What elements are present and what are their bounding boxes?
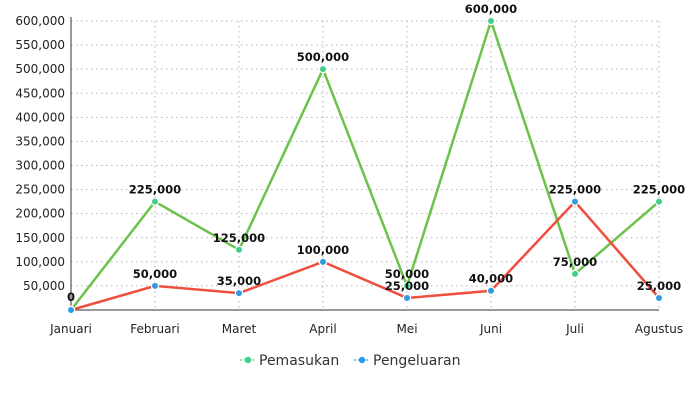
x-tick-label: Januari [49, 322, 92, 336]
legend-marker-swatch [244, 356, 252, 364]
data-point-pengeluaran [570, 197, 580, 206]
series-lines [66, 16, 664, 315]
y-tick-label: 450,000 [15, 86, 65, 100]
data-label-pengeluaran: 50,000 [133, 267, 177, 281]
data-point-pengeluaran [654, 293, 664, 303]
y-tick-label: 200,000 [15, 207, 65, 221]
y-tick-label: 300,000 [15, 159, 65, 173]
data-point-pemasukan [234, 245, 244, 254]
data-point-pemasukan [318, 64, 328, 74]
data-label-pemasukan: 75,000 [553, 255, 597, 269]
data-label-pemasukan: 0 [67, 290, 75, 304]
data-point-pemasukan [654, 197, 664, 206]
y-tick-label: 250,000 [15, 183, 65, 197]
data-point-pengeluaran [318, 257, 328, 267]
data-label-pemasukan: 125,000 [213, 231, 265, 245]
data-point-pengeluaran [66, 305, 76, 315]
data-label-pemasukan: 225,000 [129, 183, 181, 197]
data-point-pemasukan [402, 281, 412, 291]
data-point-pengeluaran [234, 288, 244, 298]
series-line-pemasukan [70, 16, 660, 311]
data-labels: 0 225,000 125,000 500,000 50,000 600,000 75,00… [67, 2, 685, 304]
data-point-pemasukan [570, 269, 580, 279]
x-tick-label: Maret [222, 322, 257, 336]
data-label-pemasukan: 600,000 [465, 2, 517, 16]
y-tick-label: 100,000 [15, 255, 65, 269]
data-label-pengeluaran: 25,000 [385, 279, 429, 293]
legend-item-pemasukan: Pemasukan [240, 353, 339, 369]
legend-label: Pemasukan [259, 353, 339, 369]
data-label-pengeluaran: 25,000 [637, 279, 681, 293]
x-tick-label: Mei [396, 322, 417, 336]
legend: Pemasukan Pengeluaran [240, 353, 460, 369]
grid [71, 20, 660, 310]
data-label-pemasukan: 225,000 [633, 183, 685, 197]
data-point-pengeluaran [486, 286, 496, 295]
x-tick-label: Februari [130, 322, 179, 336]
data-label-pengeluaran: 35,000 [217, 274, 261, 288]
data-label-pengeluaran: 225,000 [549, 183, 601, 197]
y-tick-label: 50,000 [23, 279, 65, 293]
y-tick-label: 350,000 [15, 134, 65, 148]
data-point-pengeluaran [150, 281, 160, 291]
y-tick-label: 550,000 [15, 38, 65, 52]
data-point-pengeluaran [402, 293, 412, 303]
x-tick-label: Agustus [635, 322, 683, 336]
x-tick-label: Juni [479, 322, 502, 336]
data-point-pemasukan [150, 197, 160, 206]
legend-item-pengeluaran: Pengeluaran [354, 353, 460, 369]
data-point-pemasukan [486, 16, 496, 26]
data-label-pemasukan: 500,000 [297, 50, 349, 64]
legend-marker-swatch [358, 356, 366, 364]
y-tick-label: 400,000 [15, 110, 65, 124]
data-label-pengeluaran: 100,000 [297, 243, 349, 257]
x-tick-label: Juli [565, 322, 584, 336]
x-tick-label: April [309, 322, 336, 336]
y-tick-label: 500,000 [15, 62, 65, 76]
data-label-pengeluaran: 40,000 [469, 272, 513, 286]
data-label-pemasukan: 50,000 [385, 267, 429, 281]
legend-label: Pengeluaran [373, 353, 460, 369]
y-tick-label: 600,000 [15, 14, 65, 28]
axes: 50,000 100,000 150,000 200,000 250,000 300,00… [15, 14, 683, 336]
series-line-pengeluaran [70, 199, 660, 312]
y-tick-label: 150,000 [15, 231, 65, 245]
